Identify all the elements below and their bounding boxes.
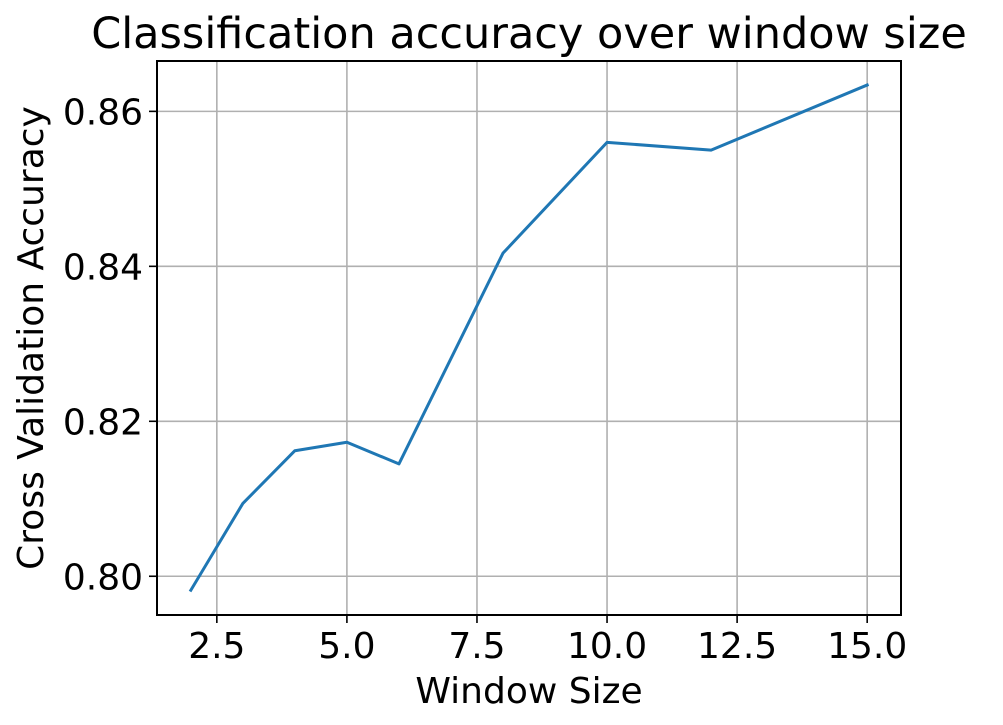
- x-tick-label: 5.0: [318, 626, 375, 667]
- y-tick-label: 0.86: [63, 92, 143, 133]
- x-axis-ticks: 2.5 5.0 7.5 10.0 12.5 15.0: [188, 615, 907, 667]
- x-tick-label: 10.0: [567, 626, 647, 667]
- x-tick-label: 7.5: [448, 626, 505, 667]
- plot-area-frame: [156, 60, 902, 616]
- x-tick-label: 2.5: [188, 626, 245, 667]
- chart-title: Classification accuracy over window size: [91, 9, 967, 59]
- x-tick-label: 12.5: [697, 626, 777, 667]
- y-tick-label: 0.84: [63, 247, 143, 288]
- x-tick-label: 15.0: [827, 626, 907, 667]
- y-axis-title: Cross Validation Accuracy: [11, 106, 52, 570]
- y-tick-label: 0.82: [63, 402, 143, 443]
- series-line: [188, 83, 870, 593]
- y-axis-ticks: 0.80 0.82 0.84 0.86: [63, 92, 157, 598]
- series-layer: [188, 83, 870, 593]
- x-axis-title: Window Size: [415, 671, 642, 712]
- y-tick-label: 0.80: [63, 557, 143, 598]
- grid: [157, 61, 901, 615]
